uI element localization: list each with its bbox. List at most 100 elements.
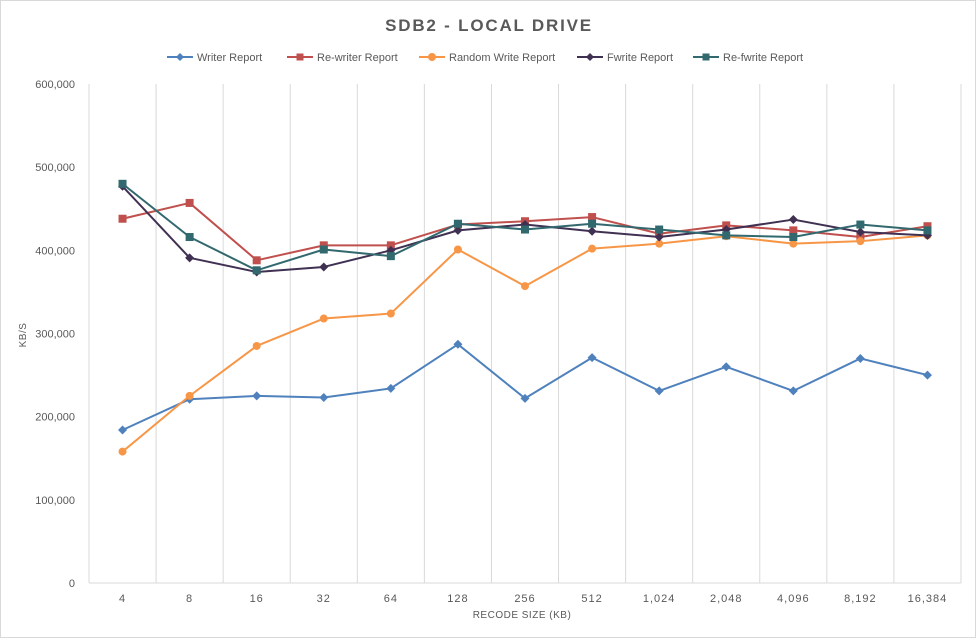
legend-item: Re-writer Report (287, 52, 398, 64)
y-tick-label: 100,000 (35, 495, 75, 507)
data-point (319, 245, 328, 254)
data-point (789, 239, 798, 248)
series-writer-report (118, 339, 932, 435)
y-tick-label: 200,000 (35, 412, 75, 424)
x-tick-label: 32 (317, 593, 331, 605)
data-point (789, 233, 798, 242)
legend-label: Random Write Report (449, 52, 555, 64)
data-point (386, 241, 395, 250)
series-group (118, 179, 932, 456)
data-point (655, 225, 664, 234)
legend-label: Writer Report (197, 52, 262, 64)
data-point (923, 226, 932, 235)
x-tick-label: 8,192 (844, 593, 877, 605)
data-point (855, 353, 865, 363)
data-point (252, 391, 262, 401)
data-point (923, 222, 932, 231)
x-tick-label: 512 (581, 593, 602, 605)
data-point (520, 393, 530, 403)
legend-item: Fwrite Report (577, 52, 673, 64)
legend-label: Fwrite Report (607, 52, 673, 64)
data-point (856, 237, 865, 246)
data-point (185, 253, 195, 263)
legend-item: Random Write Report (419, 52, 555, 64)
y-tick-label: 0 (69, 578, 75, 590)
data-point (176, 53, 184, 61)
data-point (252, 341, 261, 350)
data-point (855, 227, 865, 237)
x-tick-label: 4 (119, 593, 126, 605)
data-point (586, 53, 594, 61)
data-point (788, 386, 798, 396)
data-point (428, 53, 436, 61)
data-point (118, 425, 128, 435)
data-point (252, 256, 261, 265)
data-point (521, 225, 529, 234)
y-tick-label: 600,000 (35, 79, 75, 91)
legend-label: Re-fwrite Report (723, 52, 803, 64)
x-tick-label: 8 (186, 593, 193, 605)
x-tick-label: 128 (447, 593, 468, 605)
data-point (588, 213, 597, 222)
data-point (386, 252, 395, 261)
x-axis-label: RECODE SIZE (KB) (473, 610, 572, 621)
data-point (319, 314, 328, 323)
data-point (721, 362, 731, 372)
y-axis-label: KB/S (18, 323, 29, 348)
series-line (121, 234, 928, 453)
data-point (386, 309, 395, 318)
y-tick-label: 400,000 (35, 245, 75, 257)
data-point (453, 339, 463, 349)
data-point (588, 219, 597, 228)
chart-title: SDB2 - LOCAL DRIVE (385, 16, 593, 35)
legend-item: Writer Report (167, 52, 262, 64)
data-point (856, 220, 865, 229)
data-point (587, 226, 597, 236)
legend: Writer Report Re-writer Report Random Writ… (167, 52, 803, 64)
legend-label: Re-writer Report (317, 52, 398, 64)
x-tick-label: 2,048 (710, 593, 743, 605)
data-point (588, 244, 597, 253)
data-point (252, 266, 261, 275)
y-tick-label: 300,000 (35, 329, 75, 341)
data-point (386, 383, 396, 393)
data-point (654, 386, 664, 396)
data-point (856, 233, 865, 242)
data-point (453, 219, 462, 228)
y-axis-ticks: 0 100,000 200,000 300,000 400,000 500,000 600,… (35, 79, 75, 590)
x-tick-label: 64 (384, 593, 398, 605)
data-point (789, 226, 798, 235)
data-point (185, 233, 194, 242)
data-point (521, 282, 529, 291)
data-point (655, 239, 664, 248)
data-point (453, 225, 463, 235)
data-point (185, 198, 194, 207)
y-tick-label: 500,000 (35, 162, 75, 174)
data-point (453, 245, 462, 254)
data-point (319, 241, 328, 250)
data-point (118, 447, 127, 456)
legend-item: Re-fwrite Report (693, 52, 803, 64)
data-point (319, 393, 329, 403)
gridlines (88, 84, 962, 584)
data-point (118, 214, 127, 223)
data-point (296, 53, 304, 61)
data-point (587, 353, 597, 363)
series-re-fwrite-report (118, 179, 932, 275)
data-point (702, 53, 710, 61)
data-point (654, 232, 664, 242)
data-point (118, 179, 127, 188)
x-tick-label: 1,024 (643, 593, 676, 605)
x-tick-label: 4,096 (777, 593, 810, 605)
data-point (788, 215, 798, 225)
data-point (319, 262, 329, 272)
x-tick-label: 16,384 (908, 593, 948, 605)
x-axis-ticks: 4 8 16 32 64 128 256 512 1,024 2,048 4,096 8,192 16,… (119, 593, 948, 605)
series-random-write-report (118, 231, 932, 456)
data-point (722, 231, 731, 240)
x-tick-label: 16 (250, 593, 264, 605)
data-point (185, 391, 194, 400)
x-tick-label: 256 (514, 593, 535, 605)
